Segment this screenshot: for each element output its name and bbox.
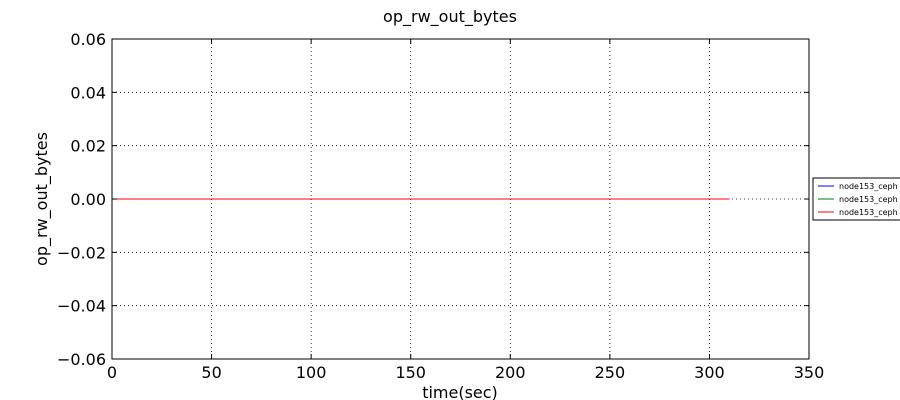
x-tick-label: 0 bbox=[107, 363, 117, 382]
y-tick-label: −0.02 bbox=[57, 243, 106, 262]
x-tick-label: 350 bbox=[794, 363, 825, 382]
x-tick-label: 250 bbox=[595, 363, 626, 382]
x-tick-label: 150 bbox=[395, 363, 426, 382]
x-axis-label: time(sec) bbox=[422, 383, 498, 400]
x-tick-label: 200 bbox=[495, 363, 526, 382]
legend-label-2: node153_ceph bbox=[839, 195, 898, 204]
y-tick-label: 0.06 bbox=[70, 30, 106, 49]
x-tick-label: 300 bbox=[694, 363, 725, 382]
x-axis-ticks: 0 50 100 150 200 250 300 350 bbox=[107, 39, 824, 382]
y-tick-label: 0.00 bbox=[70, 190, 106, 209]
y-axis-ticks: 0.06 0.04 0.02 0.00 −0.02 −0.04 −0.06 bbox=[57, 30, 809, 369]
legend: node153_ceph node153_ceph node153_ceph bbox=[812, 177, 900, 221]
y-axis-label: op_rw_out_bytes bbox=[32, 132, 52, 266]
y-tick-label: −0.04 bbox=[57, 297, 106, 316]
legend-label-3: node153_ceph bbox=[839, 208, 898, 217]
chart-title: op_rw_out_bytes bbox=[383, 7, 517, 27]
x-tick-label: 50 bbox=[201, 363, 221, 382]
legend-label-1: node153_ceph bbox=[839, 182, 898, 191]
y-tick-label: 0.02 bbox=[70, 137, 106, 156]
y-tick-label: −0.06 bbox=[57, 350, 106, 369]
y-tick-label: 0.04 bbox=[70, 83, 106, 102]
x-tick-label: 100 bbox=[296, 363, 327, 382]
